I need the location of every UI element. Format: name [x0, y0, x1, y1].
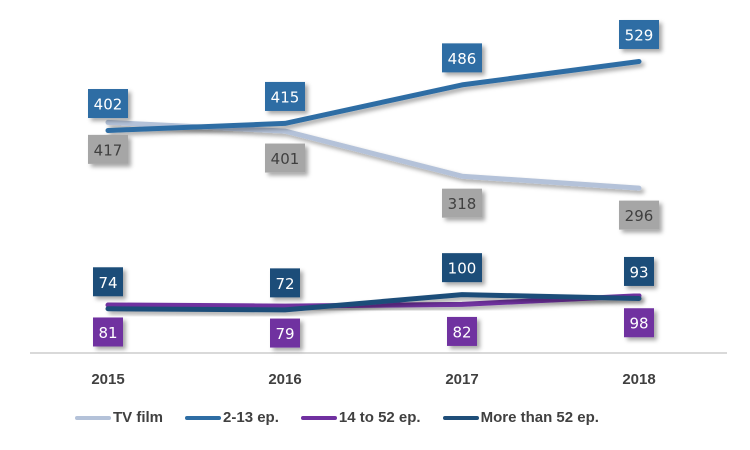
data-label: 318 [442, 188, 482, 218]
legend-label: 2-13 ep. [223, 409, 279, 426]
data-label-text: 402 [94, 96, 123, 114]
data-label-box [270, 318, 300, 348]
data-label-text: 98 [629, 315, 648, 333]
data-label: 74 [93, 267, 123, 297]
data-label-box [88, 89, 128, 119]
series-line-more-than-52-ep- [105, 292, 642, 313]
data-label: 79 [270, 318, 300, 348]
data-label-box [93, 267, 123, 297]
data-label-box [442, 253, 482, 283]
data-label-box [265, 81, 305, 111]
data-label-box [619, 200, 659, 230]
legend-swatch [300, 415, 337, 420]
data-label-text: 486 [448, 50, 477, 68]
legend-item: 2-13 ep. [185, 409, 279, 426]
data-label-box [447, 316, 477, 346]
data-label-box [88, 134, 128, 164]
data-label: 98 [624, 308, 654, 338]
legend-swatch [75, 415, 111, 420]
data-label-text: 417 [94, 141, 123, 159]
data-label: 82 [447, 316, 477, 346]
data-label-text: 415 [271, 88, 300, 106]
data-label: 296 [619, 200, 659, 230]
data-label: 93 [624, 256, 654, 286]
data-label-box [442, 188, 482, 218]
data-label-text: 81 [98, 324, 117, 342]
x-tick-label: 2018 [622, 371, 655, 388]
data-label-text: 318 [448, 195, 477, 213]
data-label-text: 93 [629, 263, 648, 281]
series-line-tv-film [105, 119, 642, 191]
data-label: 417 [88, 134, 128, 164]
data-label-text: 401 [271, 150, 300, 168]
data-label: 415 [265, 81, 305, 111]
data-label-text: 74 [98, 274, 117, 292]
legend-label: TV film [113, 409, 164, 426]
x-tick-label: 2016 [268, 371, 301, 388]
data-label: 402 [88, 89, 128, 119]
data-label-box [442, 43, 482, 73]
legend-label: 14 to 52 ep. [338, 409, 421, 426]
data-label-text: 72 [275, 275, 294, 293]
data-label-box [619, 19, 659, 49]
data-label-text: 529 [625, 26, 654, 44]
data-label-text: 296 [625, 207, 654, 225]
data-label-box [93, 317, 123, 347]
data-label-box [265, 143, 305, 173]
series-line-14-to-52-ep- [105, 293, 642, 309]
x-tick-label: 2017 [445, 371, 478, 388]
series-line-2-13-ep- [105, 59, 642, 133]
data-label-box [624, 256, 654, 286]
line-chart: 2015 2016 2017 2018 417 401 318 296 402 415 486 52… [30, 19, 727, 388]
legend-swatch [442, 415, 479, 420]
legend-item: More than 52 ep. [442, 409, 599, 426]
data-label-box [624, 308, 654, 338]
data-label: 81 [93, 317, 123, 347]
data-label-box [270, 268, 300, 298]
x-tick-label: 2015 [91, 371, 124, 388]
legend: TV film 2-13 ep. 14 to 52 ep. More than 52 … [75, 409, 621, 426]
legend-swatch [185, 415, 222, 420]
legend-item: TV film [75, 409, 163, 426]
legend-item: 14 to 52 ep. [300, 409, 421, 426]
data-label: 401 [265, 143, 305, 173]
data-label: 72 [270, 268, 300, 298]
legend-label: More than 52 ep. [480, 409, 599, 426]
data-label-text: 82 [452, 323, 471, 341]
data-label: 529 [619, 19, 659, 49]
data-label: 100 [442, 253, 482, 283]
data-label-text: 100 [448, 260, 477, 278]
data-label: 486 [442, 43, 482, 73]
data-label-text: 79 [275, 325, 294, 343]
